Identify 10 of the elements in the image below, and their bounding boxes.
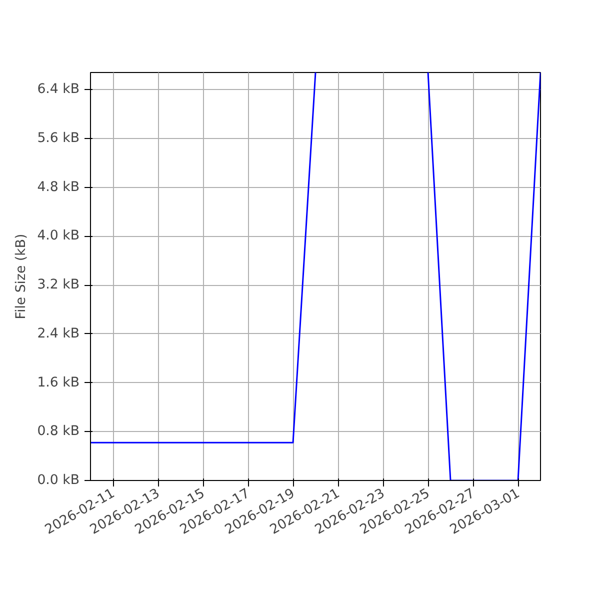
y-tick-label: 0.0 kB	[37, 473, 80, 488]
y-axis-title: File Size (kB)	[14, 234, 30, 320]
y-tick-label: 0.8 kB	[37, 424, 80, 440]
y-tick-label: 5.6 kB	[37, 130, 80, 146]
y-tick-label: 1.6 kB	[37, 375, 80, 390]
y-tick-label: 6.4 kB	[37, 82, 80, 98]
y-tick-label: 2.4 kB	[37, 326, 80, 342]
y-tick-label: 4.8 kB	[37, 180, 80, 195]
y-tick-label: 3.2 kB	[37, 278, 80, 293]
y-tick-label: 4.0 kB	[37, 228, 80, 244]
